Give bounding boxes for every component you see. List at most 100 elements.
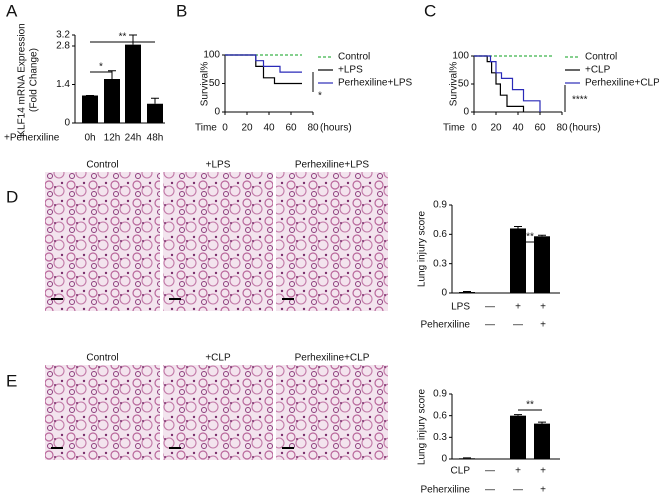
bar xyxy=(510,415,526,459)
significance-label: ** xyxy=(526,400,534,411)
histology-image xyxy=(45,172,160,311)
x-tick-label: 24h xyxy=(125,133,142,144)
error-bar xyxy=(514,226,522,229)
condition-mark: — xyxy=(485,302,495,313)
panel-letter: B xyxy=(176,1,187,20)
bar xyxy=(534,236,550,293)
y-tick-label: 0 xyxy=(441,454,447,465)
condition-mark: + xyxy=(515,302,521,313)
y-axis-label: Survival% xyxy=(200,62,211,107)
condition-label: Peherxiline xyxy=(421,485,471,496)
error-bar xyxy=(514,414,522,416)
histology-image xyxy=(276,365,388,460)
significance-label: * xyxy=(318,91,322,102)
x-tick-label: 40 xyxy=(512,123,524,134)
condition-mark: + xyxy=(515,466,521,477)
x-tick-label: 60 xyxy=(534,123,546,134)
y-tick-label: 0.3 xyxy=(433,258,447,269)
legend-label: +CLP xyxy=(585,65,611,76)
y-tick-label: 50 xyxy=(458,79,470,90)
condition-mark: — xyxy=(485,485,495,496)
survival-line xyxy=(225,54,302,85)
y-tick-label: 50 xyxy=(209,78,221,89)
legend-label: +LPS xyxy=(338,65,363,76)
y-tick-label: 0.3 xyxy=(433,432,447,443)
legend-label: Control xyxy=(338,52,370,63)
bar xyxy=(82,95,98,123)
condition-label: LPS xyxy=(451,302,470,313)
y-axis-label: KLF14 mRNA Expression xyxy=(17,23,28,136)
y-tick-label: 3.2 xyxy=(56,30,70,41)
x-axis-label: Time xyxy=(195,123,217,134)
y-tick-label: 0.9 xyxy=(433,200,447,211)
image-label: Control xyxy=(86,353,118,364)
condition-label: +Peherxiline xyxy=(4,133,60,144)
condition-mark: + xyxy=(540,485,546,496)
y-tick-label: 0 xyxy=(64,118,70,129)
y-tick-label: 0.6 xyxy=(433,410,447,421)
x-tick-label: 12h xyxy=(104,133,121,144)
bar xyxy=(147,103,163,123)
condition-mark: + xyxy=(540,320,546,331)
x-axis-label: Time xyxy=(443,123,465,134)
image-label: Perhexiline+CLP xyxy=(295,353,370,364)
x-tick-label: 48h xyxy=(147,133,164,144)
y-tick-label: 0.9 xyxy=(433,389,447,400)
x-tick-label: 0 xyxy=(222,123,228,134)
y-tick-label: 0 xyxy=(214,107,220,118)
histology-image xyxy=(276,172,388,311)
significance-label: ** xyxy=(526,232,534,243)
condition-mark: — xyxy=(513,320,523,331)
x-tick-label: 80 xyxy=(556,123,568,134)
significance-label: ** xyxy=(119,32,127,43)
x-tick-label: 60 xyxy=(285,123,297,134)
histology-image xyxy=(163,172,273,311)
y-tick-label: 0.6 xyxy=(433,229,447,240)
error-bar xyxy=(538,421,546,424)
legend-label: Perhexiline+LPS xyxy=(338,78,413,89)
x-tick-label: 80 xyxy=(307,123,319,134)
legend-label: Control xyxy=(585,52,617,63)
image-label: +LPS xyxy=(206,160,231,171)
legend-label: Perhexiline+CLP xyxy=(585,78,659,89)
x-tick-label: 20 xyxy=(490,123,502,134)
condition-label: CLP xyxy=(451,466,471,477)
x-tick-label: 20 xyxy=(241,123,253,134)
y-axis-label: Lung injury score xyxy=(417,388,428,465)
condition-mark: — xyxy=(513,485,523,496)
error-bar xyxy=(151,97,159,104)
condition-mark: + xyxy=(540,302,546,313)
y-tick-label: 0 xyxy=(463,107,469,118)
x-axis-unit: (hours) xyxy=(320,123,352,134)
y-tick-label: 0 xyxy=(441,288,447,299)
histology-image xyxy=(45,365,160,460)
panel-letter: E xyxy=(6,371,17,390)
histology-image xyxy=(163,365,273,460)
x-axis-unit: (hours) xyxy=(569,123,601,134)
panel-letter: C xyxy=(424,1,436,20)
panel-letter: A xyxy=(6,1,18,20)
x-tick-label: 0h xyxy=(84,133,95,144)
image-label: Perhexiline+LPS xyxy=(295,160,370,171)
condition-mark: — xyxy=(485,466,495,477)
y-tick-label: 100 xyxy=(203,50,220,61)
survival-line xyxy=(225,54,302,73)
image-label: +CLP xyxy=(205,353,231,364)
bar xyxy=(104,79,120,123)
x-tick-label: 0 xyxy=(471,123,477,134)
survival-line xyxy=(474,55,525,112)
significance-label: * xyxy=(99,62,103,73)
bar xyxy=(125,44,141,123)
significance-label: **** xyxy=(572,95,588,106)
condition-label: Peherxiline xyxy=(421,320,471,331)
image-label: Control xyxy=(86,160,118,171)
y-axis-label: Survival% xyxy=(449,62,460,107)
error-bar xyxy=(129,34,137,45)
x-tick-label: 40 xyxy=(263,123,275,134)
bar xyxy=(534,423,550,459)
condition-mark: + xyxy=(540,466,546,477)
y-tick-label: 2.8 xyxy=(56,41,70,52)
survival-line xyxy=(474,55,541,112)
y-axis-label: Lung injury score xyxy=(417,210,428,287)
bar xyxy=(459,458,475,459)
